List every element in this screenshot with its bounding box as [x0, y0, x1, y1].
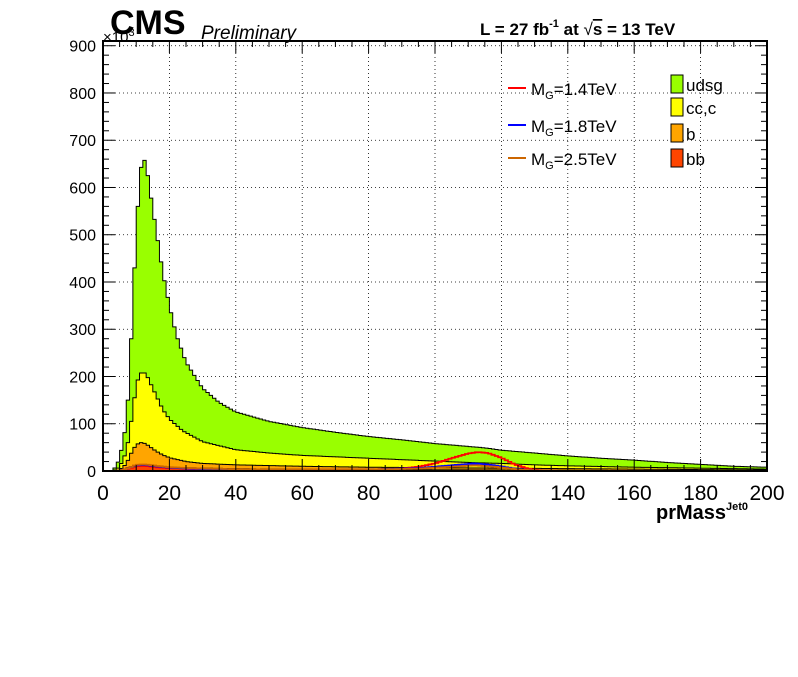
y-tick-label: 800 — [69, 86, 96, 103]
x-tick-label: 200 — [749, 482, 784, 505]
y-tick-label: 900 — [69, 39, 96, 56]
legend-line-label: MG=1.4TeV — [531, 80, 617, 102]
x-tick-label: 180 — [683, 482, 718, 505]
x-tick-label: 20 — [158, 482, 181, 505]
preliminary-label: Preliminary — [201, 23, 298, 44]
y-multiplier: ×103 — [103, 27, 135, 46]
legend-fill-label: cc,c — [686, 99, 717, 118]
y-tick-label: 700 — [69, 133, 96, 150]
y-tick-label: 0 — [87, 464, 96, 481]
x-tick-label: 140 — [550, 482, 585, 505]
x-tick-label: 40 — [224, 482, 247, 505]
x-tick-label: 160 — [617, 482, 652, 505]
legend-fill-swatch — [670, 97, 684, 117]
y-tick-label: 300 — [69, 322, 96, 339]
x-tick-label: 100 — [417, 482, 452, 505]
y-tick-label: 600 — [69, 180, 96, 197]
axes: 0 20 40 60 80 100 120 140 160 180 200 0 100 200 300 400… — [69, 39, 784, 505]
x-tick-label: 80 — [357, 482, 380, 505]
y-tick-label: 400 — [69, 275, 96, 292]
legend-line-label: MG=2.5TeV — [531, 150, 617, 172]
legend-fill-label: udsg — [686, 76, 723, 95]
x-tick-label: 60 — [291, 482, 314, 505]
x-tick-label: 0 — [97, 482, 109, 505]
legend-fill-swatch — [670, 123, 684, 143]
cms-label: CMS — [110, 4, 186, 42]
legend-fill-label: bb — [686, 150, 705, 169]
legend-line-label: MG=1.8TeV — [531, 117, 617, 139]
legend-fill-swatch — [670, 74, 684, 94]
y-tick-label: 100 — [69, 417, 96, 434]
legend-fill-swatch — [670, 148, 684, 168]
x-tick-label: 120 — [484, 482, 519, 505]
y-tick-label: 500 — [69, 228, 96, 245]
x-axis-title: prMassJet0 — [656, 501, 748, 524]
y-tick-label: 200 — [69, 369, 96, 386]
legend-fill-label: b — [686, 125, 695, 144]
lumi-label: L = 27 fb-1 at √s = 13 TeV — [480, 18, 676, 39]
